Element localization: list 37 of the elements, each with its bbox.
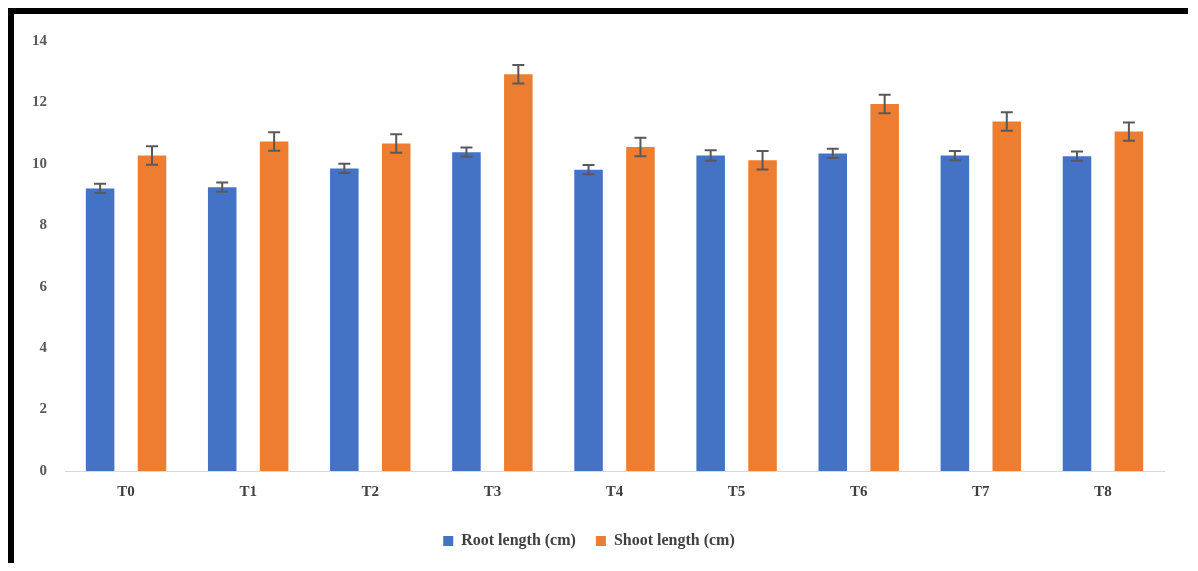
bar: [85, 188, 115, 471]
legend-label: Root length (cm): [461, 531, 576, 550]
bar: [940, 155, 970, 471]
x-tick-label: T2: [361, 482, 380, 499]
bar: [626, 146, 655, 471]
bar: [259, 141, 289, 471]
bar: [574, 169, 603, 471]
bar: [748, 160, 777, 471]
x-tick-label: T5: [727, 482, 746, 499]
bar: [1062, 156, 1092, 471]
y-tick-label: 8: [39, 216, 47, 233]
bar: [381, 143, 411, 471]
y-tick-label: 0: [39, 461, 47, 478]
y-tick-label: 10: [32, 154, 47, 171]
y-tick-label: 4: [39, 339, 48, 356]
bar: [207, 187, 237, 471]
x-tick-label: T1: [239, 482, 257, 499]
legend-label: Shoot length (cm): [613, 531, 735, 550]
bar: [504, 74, 533, 471]
x-tick-label: T3: [483, 482, 502, 499]
x-tick-label: T8: [1094, 482, 1112, 499]
x-tick-label: T0: [117, 482, 135, 499]
bar: [137, 155, 167, 471]
bar: [696, 155, 725, 471]
bar: [992, 121, 1022, 471]
y-tick-label: 14: [32, 31, 48, 48]
bar: [818, 153, 848, 471]
bar: [452, 152, 481, 471]
y-tick-label: 2: [39, 400, 47, 417]
x-tick-label: T6: [849, 482, 868, 499]
y-tick-label: 6: [39, 277, 48, 294]
x-tick-label: T7: [972, 482, 991, 499]
x-tick-label: T4: [605, 482, 624, 499]
y-tick-label: 12: [32, 93, 47, 110]
bar: [870, 103, 899, 471]
bar: [1114, 131, 1144, 471]
bar: [330, 168, 359, 471]
